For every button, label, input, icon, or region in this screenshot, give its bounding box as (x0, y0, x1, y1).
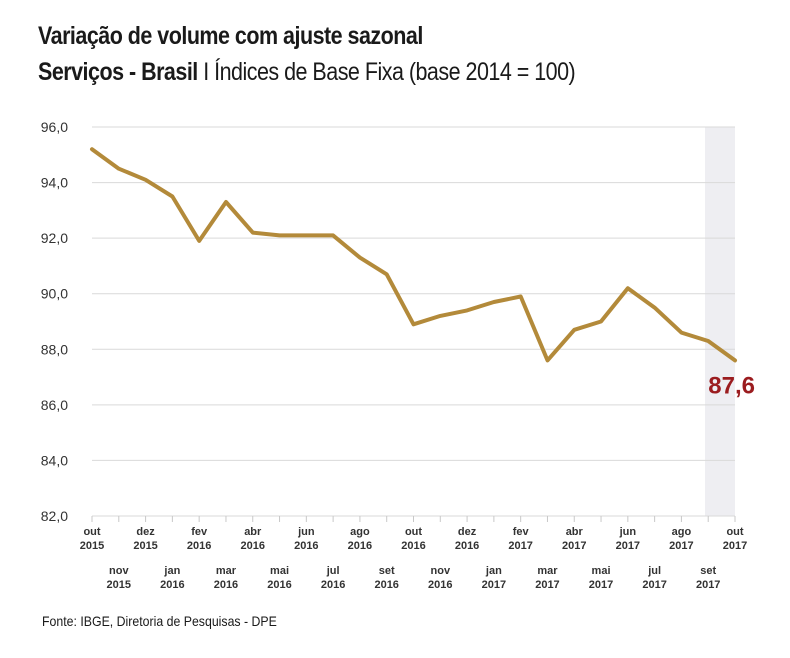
x-tick-label-month: jan (163, 565, 180, 577)
x-tick-label-year: 2016 (187, 540, 211, 552)
x-tick-label-year: 2016 (160, 579, 184, 591)
x-tick-label-month: out (405, 526, 422, 538)
x-tick-label-year: 2016 (401, 540, 425, 552)
x-tick-label-month: jul (326, 565, 340, 577)
x-tick-label-year: 2017 (562, 540, 586, 552)
x-tick-label-month: nov (431, 565, 451, 577)
y-tick-label: 84,0 (41, 452, 68, 468)
x-tick-label-year: 2015 (80, 540, 104, 552)
x-tick-label-month: ago (350, 526, 370, 538)
x-tick-label-year: 2016 (455, 540, 479, 552)
y-tick-label: 96,0 (41, 119, 68, 135)
x-tick-label-year: 2017 (535, 579, 559, 591)
highlight-band (705, 127, 735, 516)
y-tick-label: 94,0 (41, 175, 68, 191)
x-tick-label-month: dez (136, 526, 155, 538)
subtitle-region: Serviços - Brasil (38, 58, 198, 86)
x-tick-label-year: 2017 (696, 579, 720, 591)
x-tick-label-month: dez (458, 526, 477, 538)
x-tick-label-year: 2017 (482, 579, 506, 591)
x-tick-label-year: 2016 (294, 540, 318, 552)
chart-subtitle: Serviços - Brasil I Índices de Base Fixa… (38, 58, 576, 87)
x-tick-label-year: 2017 (723, 540, 747, 552)
x-tick-label-year: 2016 (214, 579, 238, 591)
x-tick-label-year: 2015 (107, 579, 131, 591)
last-value-label: 87,6 (708, 372, 755, 399)
x-tick-label-month: nov (109, 565, 129, 577)
x-tick-label-month: out (83, 526, 100, 538)
x-tick-label-month: mar (537, 565, 558, 577)
subtitle-description: Índices de Base Fixa (base 2014 = 100) (214, 58, 576, 86)
x-tick-label-month: jun (297, 526, 315, 538)
y-tick-label: 82,0 (41, 508, 68, 524)
x-tick-label-month: out (726, 526, 743, 538)
x-tick-label-year: 2016 (267, 579, 291, 591)
chart-title: Variação de volume com ajuste sazonal (38, 22, 423, 50)
y-tick-label: 88,0 (41, 341, 68, 357)
x-tick-label-year: 2016 (374, 579, 398, 591)
x-tick-label-month: abr (244, 526, 262, 538)
x-tick-label-month: mar (216, 565, 237, 577)
x-tick-label-year: 2016 (428, 579, 452, 591)
subtitle-separator: I (197, 58, 215, 86)
x-tick-label-year: 2015 (133, 540, 157, 552)
x-tick-label-year: 2017 (508, 540, 532, 552)
x-tick-label-month: set (700, 565, 716, 577)
x-tick-label-year: 2016 (241, 540, 265, 552)
y-tick-label: 92,0 (41, 230, 68, 246)
x-tick-label-year: 2016 (348, 540, 372, 552)
x-tick-label-year: 2017 (642, 579, 666, 591)
series-line (90, 147, 737, 363)
y-tick-label: 86,0 (41, 397, 68, 413)
x-tick-label-month: fev (191, 526, 208, 538)
x-tick-label-month: jul (647, 565, 661, 577)
x-tick-label-month: ago (672, 526, 692, 538)
x-tick-label-month: jan (485, 565, 502, 577)
x-tick-label-month: mai (270, 565, 289, 577)
x-tick-label-year: 2017 (669, 540, 693, 552)
x-tick-label-month: jun (619, 526, 637, 538)
y-tick-label: 90,0 (41, 286, 68, 302)
source-note: Fonte: IBGE, Diretoria de Pesquisas - DP… (42, 613, 277, 629)
x-tick-label-year: 2017 (616, 540, 640, 552)
x-tick-label-month: fev (513, 526, 530, 538)
x-tick-label-month: set (379, 565, 395, 577)
x-tick-label-year: 2017 (589, 579, 613, 591)
x-tick-label-month: mai (592, 565, 611, 577)
x-tick-label-month: abr (566, 526, 584, 538)
x-tick-label-year: 2016 (321, 579, 345, 591)
